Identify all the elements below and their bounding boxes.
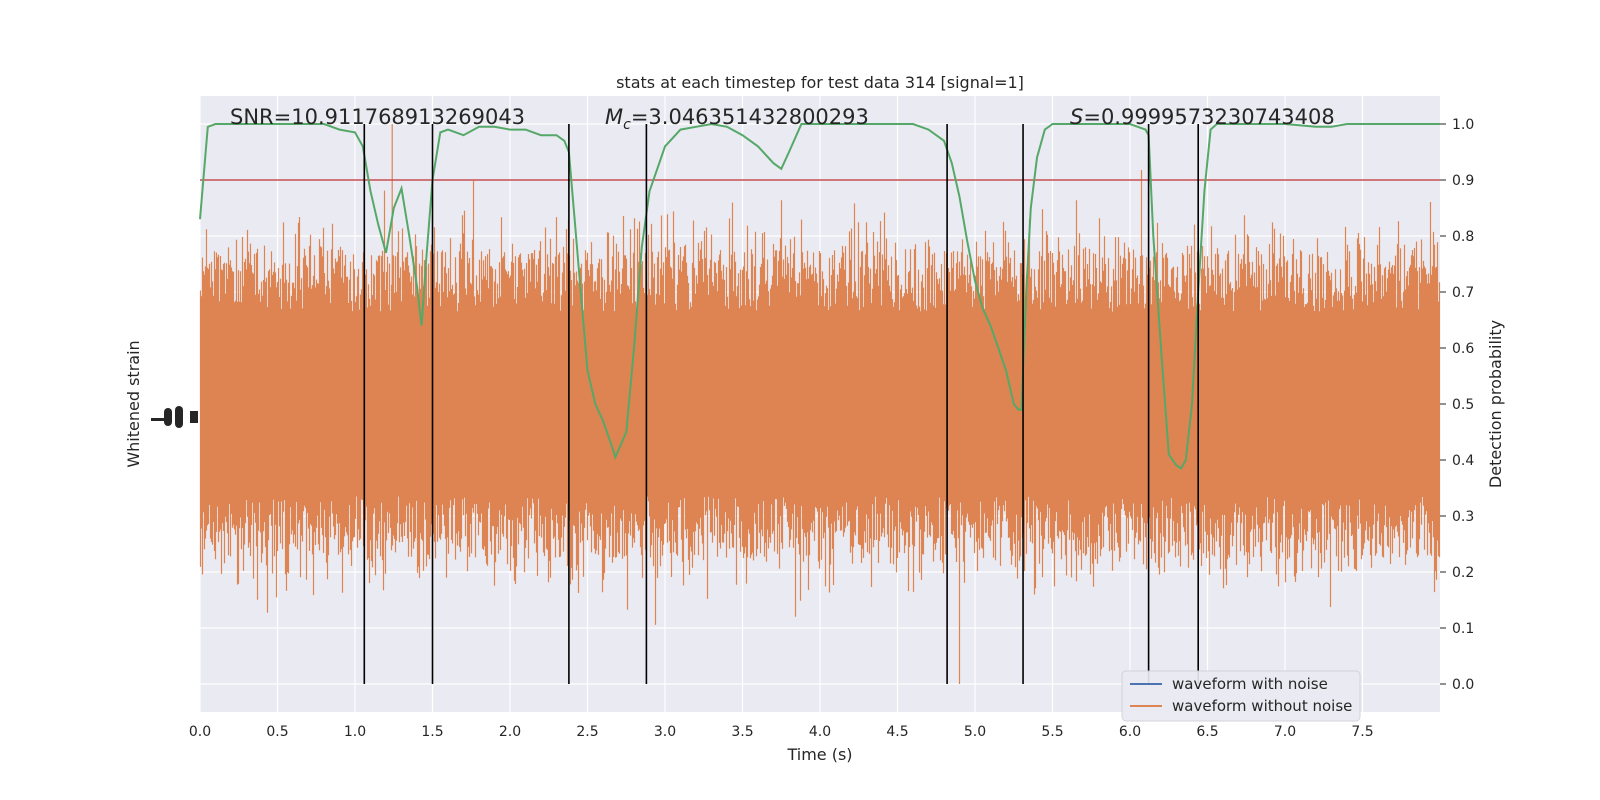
x-tick-label: 2.0 [499,724,521,740]
y-tick-label: 0.8 [1452,229,1474,245]
y-tick-label: 0.2 [1452,565,1474,581]
chart-title: stats at each timestep for test data 314… [616,73,1024,92]
s-symbol: S [1070,105,1083,129]
x-tick-label: 4.0 [809,724,831,740]
y-tick-label: 0.6 [1452,341,1474,357]
y-tick-label: 1.0 [1452,117,1474,133]
y-tick-label: 0.0 [1452,677,1474,693]
probability-series [199,122,1440,470]
y-axis-label-left: Whitened strain [124,340,143,467]
legend-label-without-noise: waveform without noise [1172,697,1352,715]
left-axis-tick-glyphs [151,406,198,428]
legend-label-with-noise: waveform with noise [1172,675,1328,693]
x-tick-label: 6.5 [1196,724,1218,740]
x-tick-label: 3.0 [654,724,676,740]
y-tick-label: 0.9 [1452,173,1474,189]
x-tick-label: 7.5 [1351,724,1373,740]
x-axis-label: Time (s) [786,745,852,764]
mc-symbol: M [605,105,623,129]
y-tick-label: 0.7 [1452,285,1474,301]
mc-annotation: Mc=3.046351432800293 [605,105,869,133]
x-tick-label: 3.5 [731,724,753,740]
strain-trace [199,124,1441,684]
mc-subscript: c [623,117,631,133]
y-tick-label: 0.4 [1452,453,1474,469]
x-tick-label: 2.5 [576,724,598,740]
x-tick-label: 0.0 [189,724,211,740]
strain-series [199,124,1441,684]
y-tick-labels: 0.0 0.1 0.2 0.3 0.4 0.5 0.6 0.7 0.8 0.9 1.0 [1440,117,1474,693]
y-axis-label-right: Detection probability [1486,320,1505,488]
x-tick-label: 6.0 [1119,724,1141,740]
x-tick-label: 5.5 [1041,724,1063,740]
mc-value: =3.046351432800293 [631,105,869,129]
y-tick-label: 0.1 [1452,621,1474,637]
x-tick-label: 1.5 [421,724,443,740]
x-tick-label: 0.5 [266,724,288,740]
x-tick-label: 5.0 [964,724,986,740]
vertical-lines [363,124,1199,684]
y-tick-label: 0.5 [1452,397,1474,413]
x-tick-label: 4.5 [886,724,908,740]
x-tick-label: 7.0 [1274,724,1296,740]
x-tick-labels: 0.0 0.5 1.0 1.5 2.0 2.5 3.0 3.5 4.0 4.5 5.0 5.5 6.0 6… [189,724,1374,740]
snr-annotation: SNR=10.911768913269043 [230,105,525,129]
s-value: =0.9999573230743408 [1083,105,1334,129]
s-annotation: S=0.9999573230743408 [1070,105,1335,129]
x-tick-label: 1.0 [344,724,366,740]
legend: waveform with noise waveform without noi… [1121,670,1361,722]
y-tick-label: 0.3 [1452,509,1474,525]
